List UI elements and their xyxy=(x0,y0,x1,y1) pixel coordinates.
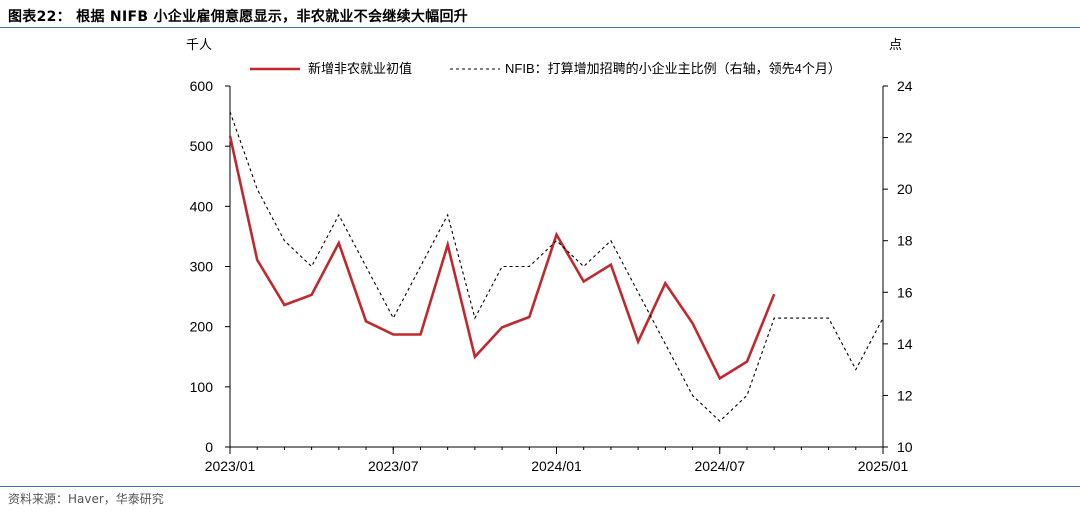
right-axis-unit: 点 xyxy=(889,37,902,52)
line-chart: 千人 点 0 100 200 300 400 500 600 10 12 14 16 18 20 22 24 20… xyxy=(186,37,913,474)
left-tick-label: 200 xyxy=(190,319,214,335)
figure-title: 图表22： 根据 NIFB 小企业雇佣意愿显示，非农就业不会继续大幅回升 xyxy=(8,9,469,25)
right-tick-label: 14 xyxy=(897,336,913,352)
left-tick-label: 100 xyxy=(190,379,214,395)
series-line-nonfarm xyxy=(228,135,776,381)
right-tick-label: 24 xyxy=(897,78,913,94)
right-tick-label: 10 xyxy=(897,439,913,455)
left-tick-label: 300 xyxy=(190,259,214,275)
x-tick-label: 2024/07 xyxy=(694,458,745,474)
left-tick-label: 0 xyxy=(205,439,213,455)
right-tick-label: 12 xyxy=(897,387,913,403)
right-tick-label: 16 xyxy=(897,284,913,300)
right-tick-label: 20 xyxy=(897,181,913,197)
legend-label: 新增非农就业初值 xyxy=(308,61,412,76)
x-tick-label: 2023/07 xyxy=(368,458,419,474)
right-tick-label: 22 xyxy=(897,130,913,146)
source-rule xyxy=(0,486,1080,487)
x-tick-label: 2025/01 xyxy=(858,458,909,474)
x-tick-label: 2023/01 xyxy=(205,458,256,474)
x-tick-label: 2024/01 xyxy=(531,458,582,474)
left-tick-label: 400 xyxy=(190,198,214,214)
source-note: 资料来源：Haver，华泰研究 xyxy=(8,492,164,506)
left-tick-label: 500 xyxy=(190,138,214,154)
legend-label: NFIB：打算增加招聘的小企业主比例（右轴，领先4个月） xyxy=(505,61,841,76)
series-line-nfib xyxy=(229,111,884,422)
left-axis-unit: 千人 xyxy=(186,37,212,52)
left-tick-label: 600 xyxy=(190,78,214,94)
right-tick-label: 18 xyxy=(897,233,913,249)
title-rule xyxy=(0,27,1080,28)
